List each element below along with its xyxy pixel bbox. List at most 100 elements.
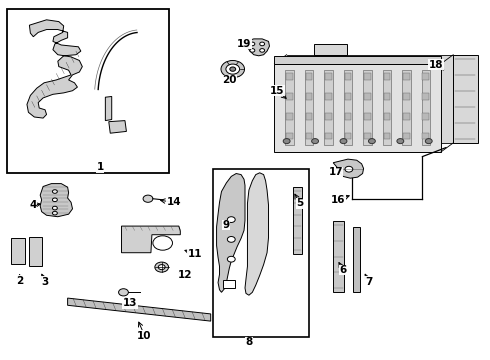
- Polygon shape: [217, 174, 245, 292]
- Bar: [364, 133, 371, 139]
- Circle shape: [312, 139, 318, 144]
- Polygon shape: [246, 39, 270, 56]
- Bar: [422, 93, 429, 100]
- Circle shape: [52, 206, 57, 210]
- Bar: [293, 187, 302, 254]
- Text: 6: 6: [340, 265, 346, 275]
- Circle shape: [153, 236, 172, 250]
- Polygon shape: [122, 226, 180, 253]
- Circle shape: [250, 42, 255, 46]
- Bar: [286, 133, 293, 139]
- Text: 9: 9: [223, 220, 230, 230]
- Text: 7: 7: [365, 276, 372, 287]
- Bar: [325, 73, 332, 80]
- Text: 18: 18: [429, 60, 443, 70]
- Circle shape: [368, 139, 375, 144]
- Bar: [384, 93, 391, 100]
- Circle shape: [397, 139, 404, 144]
- Circle shape: [52, 190, 57, 193]
- Circle shape: [227, 256, 235, 262]
- Text: 12: 12: [178, 270, 193, 280]
- Bar: [403, 93, 410, 100]
- Bar: [384, 113, 391, 120]
- Circle shape: [340, 139, 347, 144]
- Bar: [7, 9, 169, 173]
- Bar: [364, 93, 371, 100]
- Bar: [274, 64, 441, 152]
- Text: 11: 11: [188, 249, 202, 259]
- Text: 13: 13: [122, 298, 137, 308]
- Bar: [325, 113, 332, 120]
- Bar: [403, 133, 410, 139]
- Polygon shape: [109, 121, 126, 133]
- Polygon shape: [245, 173, 269, 295]
- Bar: [364, 73, 371, 80]
- Circle shape: [119, 289, 128, 296]
- Circle shape: [227, 217, 235, 222]
- Bar: [422, 73, 429, 80]
- Bar: [384, 133, 391, 139]
- Circle shape: [260, 42, 265, 46]
- Bar: [403, 73, 410, 80]
- Bar: [403, 113, 410, 120]
- Bar: [383, 70, 392, 145]
- Circle shape: [158, 265, 165, 270]
- Circle shape: [250, 49, 255, 52]
- Bar: [421, 70, 430, 145]
- Bar: [285, 70, 294, 145]
- Text: 14: 14: [167, 197, 181, 207]
- Text: 8: 8: [245, 337, 252, 347]
- Bar: [344, 73, 351, 80]
- Bar: [306, 113, 313, 120]
- Circle shape: [52, 211, 57, 215]
- Bar: [325, 93, 332, 100]
- Bar: [333, 221, 344, 292]
- Bar: [453, 55, 478, 143]
- Bar: [305, 70, 314, 145]
- Bar: [402, 70, 411, 145]
- Polygon shape: [333, 159, 364, 178]
- Bar: [324, 70, 333, 145]
- Polygon shape: [105, 96, 112, 121]
- Bar: [286, 73, 293, 80]
- Bar: [325, 133, 332, 139]
- Bar: [274, 56, 441, 64]
- Circle shape: [345, 166, 353, 172]
- Bar: [306, 73, 313, 80]
- Text: 3: 3: [42, 276, 49, 287]
- Polygon shape: [68, 298, 211, 321]
- Text: 5: 5: [296, 198, 303, 208]
- Bar: [306, 133, 313, 139]
- Circle shape: [425, 139, 432, 144]
- Bar: [422, 113, 429, 120]
- Text: 4: 4: [29, 200, 37, 210]
- Circle shape: [221, 60, 245, 78]
- Text: 20: 20: [222, 75, 237, 85]
- Polygon shape: [40, 184, 73, 217]
- Text: 16: 16: [331, 195, 345, 205]
- Circle shape: [283, 139, 290, 144]
- Circle shape: [155, 262, 169, 272]
- Bar: [286, 93, 293, 100]
- Bar: [11, 238, 24, 264]
- Bar: [344, 93, 351, 100]
- Circle shape: [227, 237, 235, 242]
- Bar: [364, 113, 371, 120]
- Bar: [384, 73, 391, 80]
- Bar: [363, 70, 372, 145]
- Bar: [286, 113, 293, 120]
- Text: 2: 2: [16, 276, 23, 286]
- Polygon shape: [287, 55, 453, 143]
- Bar: [344, 113, 351, 120]
- Text: 15: 15: [270, 86, 284, 96]
- Text: 17: 17: [328, 167, 343, 177]
- Bar: [353, 227, 360, 292]
- Text: 1: 1: [97, 162, 104, 172]
- Circle shape: [226, 64, 240, 74]
- Bar: [306, 93, 313, 100]
- Circle shape: [230, 67, 236, 71]
- Polygon shape: [27, 20, 82, 118]
- Circle shape: [143, 195, 153, 202]
- Bar: [223, 280, 235, 288]
- Bar: [314, 44, 347, 55]
